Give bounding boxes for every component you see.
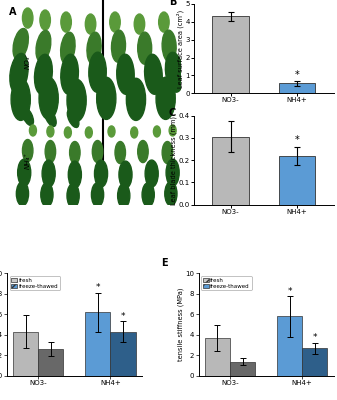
Bar — [205, 338, 230, 376]
Ellipse shape — [145, 160, 158, 187]
Ellipse shape — [34, 54, 52, 94]
Text: *: * — [313, 334, 317, 342]
Ellipse shape — [41, 183, 53, 207]
Bar — [279, 84, 315, 93]
Ellipse shape — [156, 77, 175, 120]
Ellipse shape — [85, 14, 96, 34]
Bar — [85, 312, 111, 376]
Y-axis label: Leaf surface area (cm²): Leaf surface area (cm²) — [176, 10, 184, 88]
Ellipse shape — [94, 160, 108, 187]
Ellipse shape — [68, 161, 82, 188]
Ellipse shape — [67, 79, 86, 122]
Ellipse shape — [112, 30, 125, 62]
Ellipse shape — [29, 125, 36, 136]
Text: *: * — [95, 283, 100, 292]
Ellipse shape — [18, 159, 31, 186]
Ellipse shape — [110, 12, 120, 32]
Ellipse shape — [10, 54, 28, 93]
Bar — [13, 332, 38, 376]
Ellipse shape — [108, 126, 115, 137]
Ellipse shape — [67, 109, 79, 128]
Ellipse shape — [126, 78, 146, 120]
Y-axis label: Leaf blade thickness (mm): Leaf blade thickness (mm) — [171, 116, 177, 205]
Ellipse shape — [44, 108, 56, 126]
Ellipse shape — [91, 183, 104, 207]
Ellipse shape — [64, 127, 71, 138]
Bar — [279, 156, 315, 205]
Text: *: * — [295, 135, 299, 145]
Bar — [302, 348, 328, 376]
Ellipse shape — [11, 78, 30, 120]
Ellipse shape — [169, 125, 176, 136]
Ellipse shape — [166, 159, 179, 186]
Text: *: * — [287, 287, 292, 296]
Ellipse shape — [162, 142, 173, 164]
Ellipse shape — [36, 30, 51, 62]
Ellipse shape — [70, 142, 80, 164]
Ellipse shape — [97, 77, 116, 120]
Legend: fresh, freeze-thawed: fresh, freeze-thawed — [201, 276, 251, 290]
Ellipse shape — [165, 52, 183, 92]
Ellipse shape — [159, 12, 169, 32]
Ellipse shape — [16, 182, 29, 206]
Ellipse shape — [39, 77, 58, 120]
Text: A: A — [8, 7, 16, 17]
Ellipse shape — [131, 127, 138, 138]
Legend: fresh, freeze-thawed: fresh, freeze-thawed — [9, 276, 60, 290]
Ellipse shape — [85, 127, 92, 138]
Ellipse shape — [42, 160, 55, 187]
Text: C: C — [169, 108, 176, 118]
Ellipse shape — [138, 140, 148, 162]
Text: NO₃⁻: NO₃⁻ — [25, 52, 31, 69]
Ellipse shape — [61, 32, 75, 64]
Ellipse shape — [115, 142, 125, 164]
Ellipse shape — [61, 54, 79, 94]
Ellipse shape — [145, 54, 162, 94]
Ellipse shape — [67, 184, 79, 208]
Text: *: * — [121, 312, 125, 321]
Bar — [38, 349, 63, 376]
Ellipse shape — [134, 14, 145, 34]
Bar — [212, 16, 249, 93]
Ellipse shape — [22, 107, 33, 126]
Ellipse shape — [40, 10, 51, 30]
Bar — [277, 316, 302, 376]
Ellipse shape — [23, 8, 33, 28]
Bar — [230, 362, 255, 376]
Ellipse shape — [45, 140, 56, 162]
Ellipse shape — [13, 28, 28, 60]
Bar — [111, 332, 136, 376]
Ellipse shape — [118, 184, 130, 208]
Ellipse shape — [23, 140, 33, 162]
Y-axis label: tensile stiffness (MPa): tensile stiffness (MPa) — [178, 288, 184, 361]
Ellipse shape — [138, 32, 152, 64]
Ellipse shape — [61, 12, 71, 32]
Ellipse shape — [142, 183, 154, 207]
Ellipse shape — [153, 126, 160, 137]
Text: NH₄⁺: NH₄⁺ — [25, 152, 31, 169]
Ellipse shape — [162, 30, 176, 62]
Ellipse shape — [119, 161, 132, 188]
Bar — [212, 137, 249, 205]
Ellipse shape — [117, 54, 134, 94]
Text: E: E — [161, 258, 167, 268]
Ellipse shape — [87, 32, 101, 64]
Ellipse shape — [165, 182, 177, 206]
Ellipse shape — [47, 126, 54, 137]
Ellipse shape — [89, 52, 106, 92]
Text: *: * — [295, 70, 299, 80]
Ellipse shape — [92, 140, 103, 162]
Text: B: B — [169, 0, 176, 7]
